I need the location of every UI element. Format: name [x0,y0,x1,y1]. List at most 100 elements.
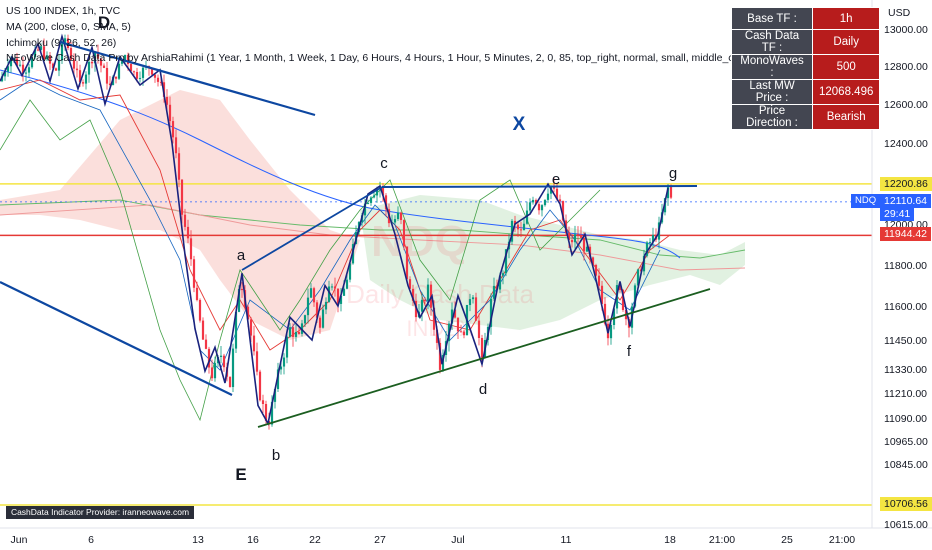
neowave-legend[interactable]: NEoWave Cash Data Pro by ArshiaRahimi (1… [6,52,802,64]
candle-body[interactable] [408,279,412,289]
candle-body[interactable] [153,74,157,78]
candle-body[interactable] [207,348,211,368]
candle-body[interactable] [366,202,370,204]
candle-body[interactable] [405,246,409,280]
candle-body[interactable] [138,77,142,79]
candle-body[interactable] [399,212,403,221]
candle-body[interactable] [204,339,208,349]
candle-body[interactable] [270,401,274,425]
candle-body[interactable] [294,332,298,337]
wave-label-b[interactable]: b [272,447,280,464]
candle-body[interactable] [48,55,52,64]
candle-body[interactable] [369,197,373,203]
candle-body[interactable] [543,199,547,206]
candle-body[interactable] [96,51,100,59]
candle-body[interactable] [30,57,34,68]
candle-body[interactable] [423,299,427,301]
candle-body[interactable] [600,285,604,304]
candle-body[interactable] [54,68,58,71]
candle-body[interactable] [105,67,109,84]
candle-body[interactable] [309,288,313,298]
symbol-title[interactable]: US 100 INDEX, 1h, TVC [6,5,121,17]
candle-body[interactable] [327,286,331,302]
candle-body[interactable] [33,49,37,58]
candle-body[interactable] [585,246,589,252]
wave-label-e[interactable]: e [552,171,560,188]
candle-body[interactable] [150,68,154,75]
candle-body[interactable] [339,295,343,304]
candle-body[interactable] [432,307,436,330]
candle-body[interactable] [579,235,583,238]
candle-body[interactable] [228,376,232,388]
candle-body[interactable] [126,55,130,64]
candle-body[interactable] [384,195,388,210]
candle-body[interactable] [132,71,136,73]
wave-label-a[interactable]: a [237,247,246,264]
candle-body[interactable] [51,63,55,69]
wave-label-X[interactable]: X [513,114,526,135]
candle-body[interactable] [537,204,541,211]
candle-body[interactable] [438,342,442,370]
candle-body[interactable] [312,288,316,303]
candle-body[interactable] [69,48,73,60]
candle-body[interactable] [36,49,40,51]
candle-body[interactable] [222,355,226,368]
candle-body[interactable] [213,363,217,379]
candle-body[interactable] [321,309,325,328]
candle-body[interactable] [6,66,10,72]
candle-body[interactable] [195,287,199,300]
candle-body[interactable] [288,327,292,337]
candle-body[interactable] [39,46,43,50]
candle-body[interactable] [174,137,178,154]
candle-body[interactable] [264,404,268,421]
candle-body[interactable] [249,319,253,336]
candle-body[interactable] [198,299,202,321]
candle-body[interactable] [594,264,598,276]
candle-body[interactable] [165,96,169,105]
candle-body[interactable] [621,290,625,310]
candle-body[interactable] [456,317,460,332]
candle-body[interactable] [276,369,280,389]
candle-body[interactable] [18,64,22,66]
candle-body[interactable] [435,329,439,343]
wave-label-D[interactable]: D [98,13,110,32]
candle-body[interactable] [261,400,265,405]
candle-body[interactable] [141,67,145,78]
candle-body[interactable] [237,288,241,312]
candle-body[interactable] [117,63,121,79]
candle-body[interactable] [330,286,334,288]
candle-body[interactable] [42,46,46,60]
candle-body[interactable] [618,285,622,291]
candle-body[interactable] [336,288,340,304]
candle-body[interactable] [123,55,127,62]
wave-label-f[interactable]: f [627,343,632,360]
candle-body[interactable] [513,220,517,225]
candle-body[interactable] [333,286,337,289]
candle-body[interactable] [315,302,319,318]
candle-body[interactable] [540,205,544,211]
candle-body[interactable] [87,61,91,75]
wave-label-d[interactable]: d [479,381,487,398]
candle-body[interactable] [342,288,346,296]
candle-body[interactable] [303,315,307,324]
candle-body[interactable] [381,186,385,196]
candle-body[interactable] [450,309,454,324]
ma-legend[interactable]: MA (200, close, 0, SMA, 5) [6,21,131,33]
candle-body[interactable] [666,187,670,199]
candle-body[interactable] [75,68,79,71]
candle-body[interactable] [171,121,175,138]
candle-body[interactable] [582,237,586,252]
candle-body[interactable] [258,371,262,401]
candle-body[interactable] [510,220,514,242]
candle-body[interactable] [372,195,376,198]
candle-body[interactable] [546,193,550,200]
ichimoku-legend[interactable]: Ichimoku (9, 26, 52, 26) [6,37,117,49]
candle-body[interactable] [555,188,559,200]
candle-body[interactable] [297,332,301,334]
candle-body[interactable] [561,201,565,221]
candle-body[interactable] [459,331,463,333]
candle-body[interactable] [324,301,328,310]
candle-body[interactable] [189,238,193,260]
